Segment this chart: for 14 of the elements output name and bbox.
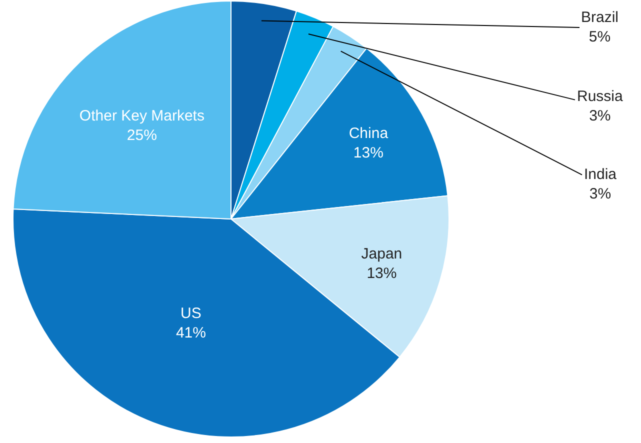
slice-label: China (348, 124, 389, 142)
slice-label: US (180, 305, 202, 322)
slice-label: Other Key Markets (79, 108, 204, 125)
data-label: 3% (589, 186, 612, 202)
data-label: 5% (588, 28, 611, 46)
slice-label: Japan (361, 246, 402, 263)
data-label: 3% (589, 108, 611, 124)
slice-label: Brazil (581, 9, 619, 26)
data-label: 13% (353, 144, 384, 162)
data-label: 25% (126, 127, 157, 144)
slice-label: India (584, 166, 618, 183)
data-label: 13% (366, 265, 397, 282)
data-label: 41% (176, 324, 206, 342)
slice-label: Russia (577, 88, 624, 105)
